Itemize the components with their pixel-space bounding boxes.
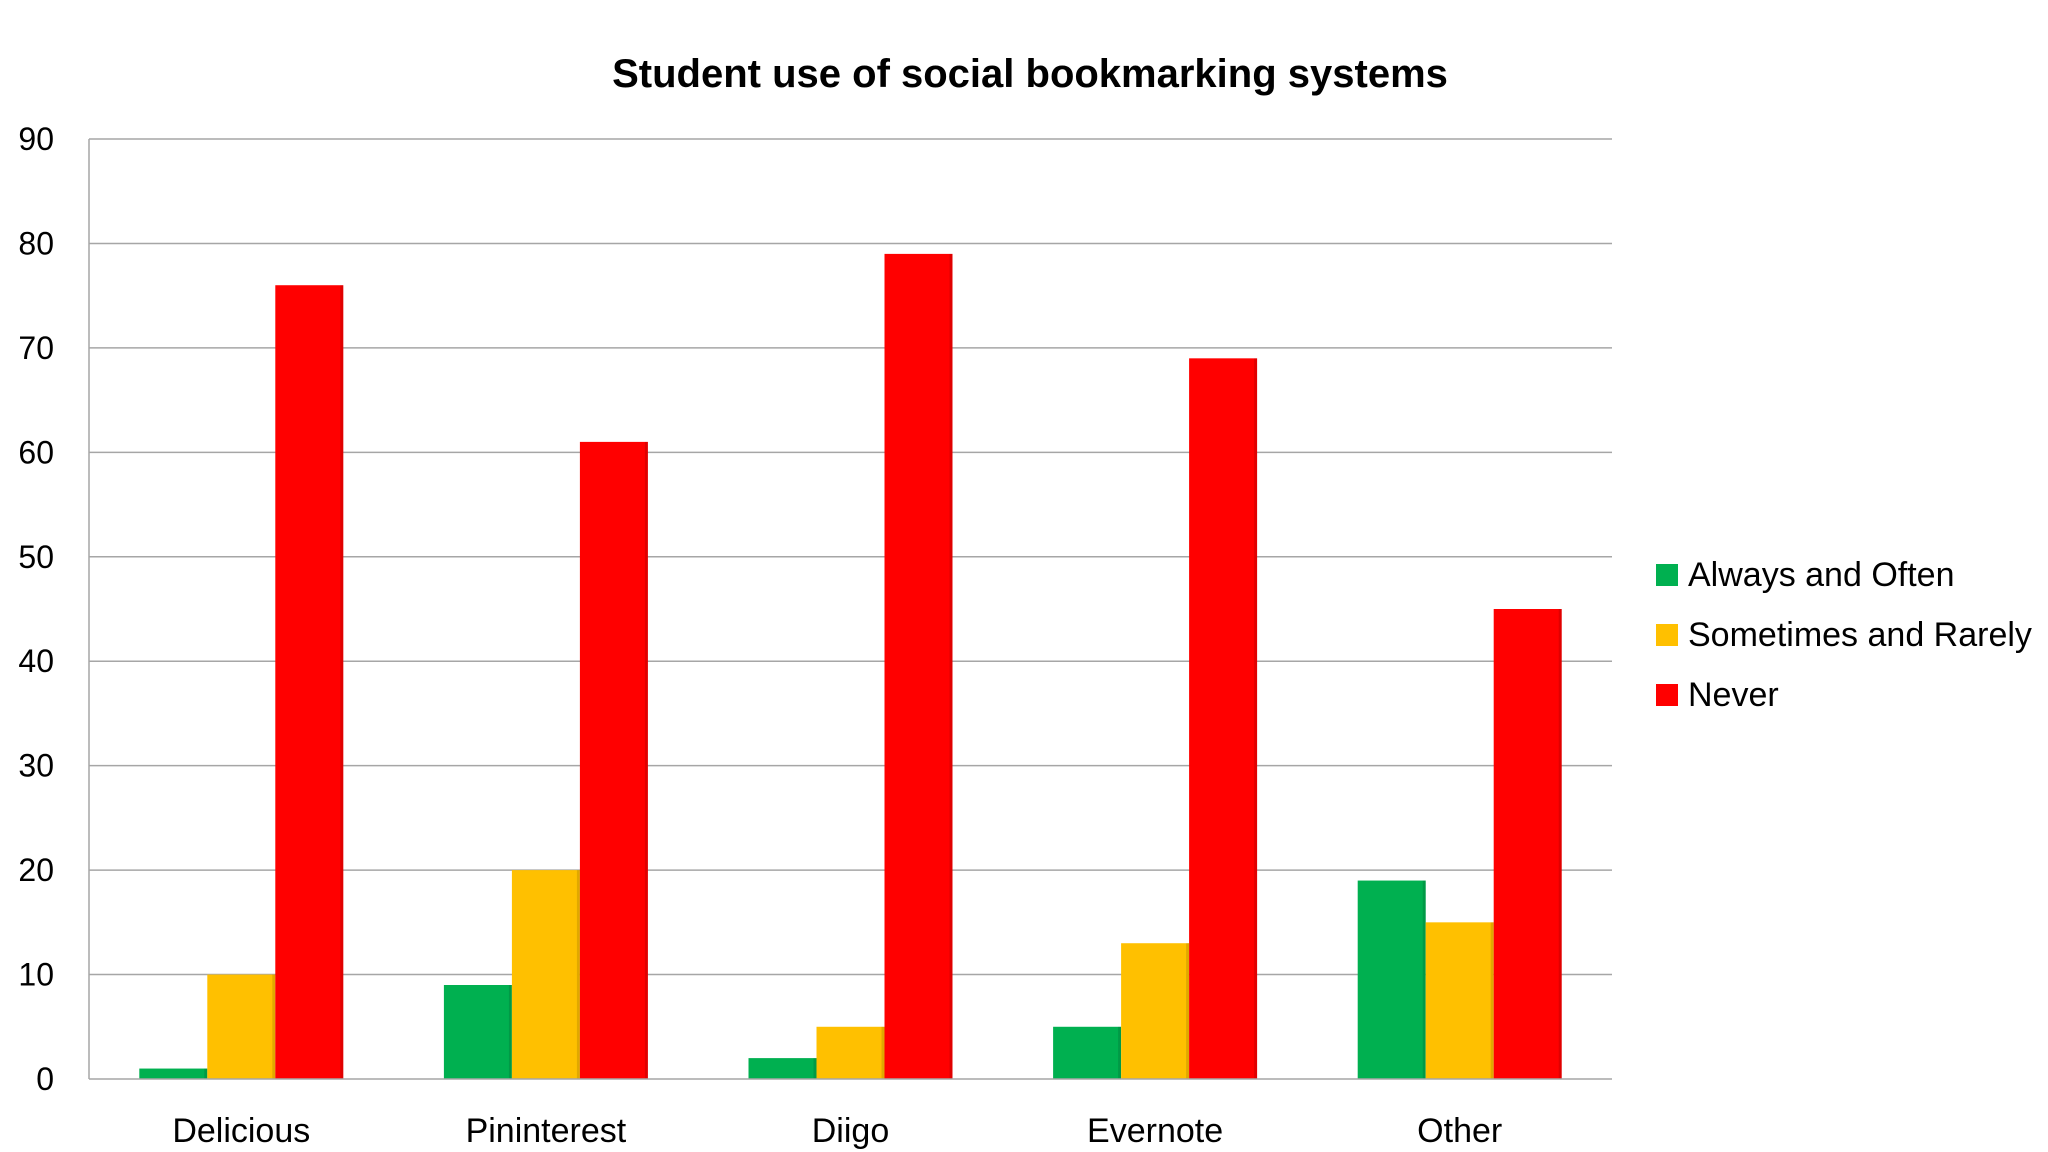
y-tick-label: 80 xyxy=(18,225,54,261)
bar-always-and-often-other xyxy=(1357,880,1426,1079)
y-tick-label: 10 xyxy=(18,957,54,993)
y-tick-label: 20 xyxy=(18,852,54,888)
y-tick-label: 40 xyxy=(18,643,54,679)
legend-swatch xyxy=(1656,564,1678,586)
bar-shade xyxy=(644,441,648,1079)
bar-shade xyxy=(1254,358,1258,1079)
bar-shade xyxy=(272,974,276,1079)
bar-shade xyxy=(1490,922,1494,1079)
x-category-label: Diigo xyxy=(812,1112,889,1150)
y-tick-label: 90 xyxy=(18,121,54,157)
bar-sometimes-and-rarely-diigo xyxy=(816,1026,885,1079)
y-tick-label: 70 xyxy=(18,330,54,366)
bar-never-delicious xyxy=(275,285,344,1079)
bar-always-and-often-diigo xyxy=(748,1058,817,1079)
legend-label: Always and Often xyxy=(1688,556,1954,594)
legend-label: Never xyxy=(1688,676,1779,714)
y-tick-label: 30 xyxy=(18,748,54,784)
y-tick-label: 60 xyxy=(18,434,54,470)
legend-swatch xyxy=(1656,684,1678,706)
bar-shade xyxy=(881,1026,885,1079)
bar-shade xyxy=(949,253,953,1079)
bar-always-and-often-evernote xyxy=(1053,1026,1122,1079)
bar-always-and-often-pininterest xyxy=(443,985,512,1079)
bar-shade xyxy=(204,1068,208,1079)
x-category-label: Pininterest xyxy=(466,1112,627,1150)
y-tick-label: 50 xyxy=(18,539,54,575)
y-axis-ticks: 0 10 20 30 40 50 60 70 80 90 xyxy=(18,121,54,1097)
bar-shade xyxy=(813,1058,817,1079)
bar-shade xyxy=(340,285,344,1079)
y-tick-label: 0 xyxy=(36,1061,54,1097)
bar-shade xyxy=(1118,1026,1122,1079)
x-category-label: Evernote xyxy=(1087,1112,1223,1150)
bar-sometimes-and-rarely-pininterest xyxy=(511,870,580,1079)
x-category-label: Other xyxy=(1417,1112,1502,1150)
bar-never-other xyxy=(1493,609,1562,1079)
bar-shade xyxy=(1186,943,1190,1079)
chart-title: Student use of social bookmarking system… xyxy=(612,52,1448,96)
x-category-label: Delicious xyxy=(172,1112,310,1150)
bar-never-pininterest xyxy=(579,441,648,1079)
bar-shade xyxy=(1558,609,1562,1079)
legend-label: Sometimes and Rarely xyxy=(1688,616,2032,654)
bar-never-diigo xyxy=(884,253,953,1079)
bar-never-evernote xyxy=(1189,358,1258,1079)
legend: Always and Often Sometimes and Rarely Neve… xyxy=(1656,556,2032,714)
legend-swatch xyxy=(1656,624,1678,646)
bar-sometimes-and-rarely-delicious xyxy=(207,974,276,1079)
bar-shade xyxy=(508,985,512,1079)
x-axis-categories: Delicious Pininterest Diigo Evernote Other xyxy=(172,1112,1502,1150)
bar-sometimes-and-rarely-evernote xyxy=(1121,943,1190,1079)
bar-always-and-often-delicious xyxy=(139,1068,208,1079)
bar-shade xyxy=(576,870,580,1079)
bars xyxy=(139,253,1562,1079)
bar-sometimes-and-rarely-other xyxy=(1425,922,1494,1079)
bar-shade xyxy=(1422,880,1426,1079)
